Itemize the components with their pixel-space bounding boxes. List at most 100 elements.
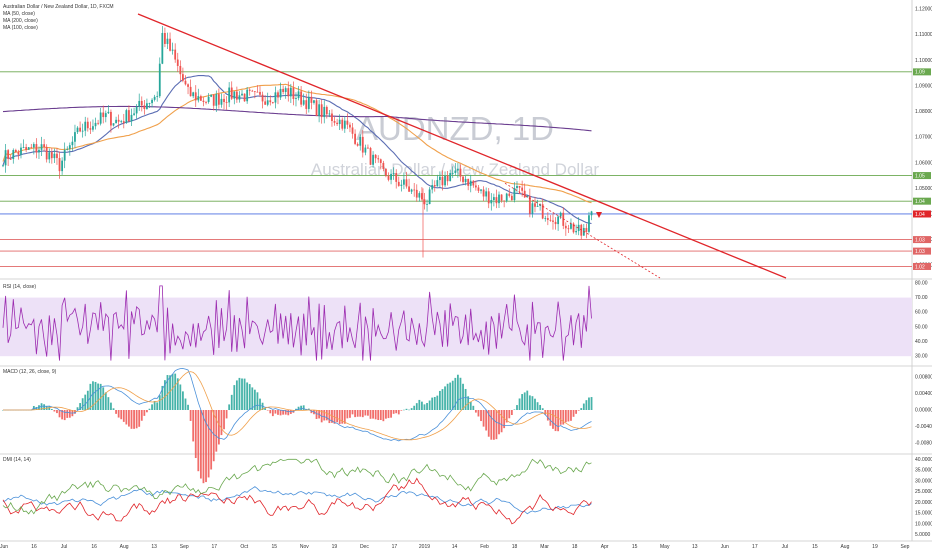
candle-body — [467, 178, 470, 186]
price-axis[interactable]: 1.12000 1.11000 1.10000 1.09000 1.08000 1.070… — [913, 7, 932, 271]
macd-histogram-bar — [81, 398, 84, 410]
candle-body — [459, 168, 462, 177]
macd-histogram-bar — [572, 410, 575, 417]
candle-body — [197, 96, 200, 101]
legend-ma-mid[interactable]: MA (200, close) — [3, 18, 38, 24]
candle-body — [86, 121, 89, 129]
dmi-label[interactable]: DMI (14, 14) — [3, 457, 31, 463]
macd-histogram-bar — [351, 410, 354, 415]
candle-body — [415, 189, 418, 198]
candle-body — [531, 203, 534, 214]
macd-histogram-bar — [361, 410, 364, 418]
candle-body — [17, 152, 20, 155]
candle-body — [289, 87, 292, 97]
macd-histogram-bar — [282, 410, 285, 415]
candle-body — [382, 162, 385, 169]
candle-body — [361, 136, 364, 153]
candle-body — [79, 127, 81, 132]
candle-body — [564, 225, 567, 229]
candle-body — [25, 147, 28, 150]
candle-body — [169, 38, 171, 51]
candle-body — [207, 96, 210, 103]
candle-body — [161, 32, 164, 64]
candle-body — [338, 119, 341, 125]
candle-body — [567, 228, 570, 230]
candle-body — [156, 96, 159, 97]
candle-body — [433, 185, 436, 187]
macd-histogram-bar — [277, 410, 279, 415]
candle-body — [395, 172, 398, 182]
candle-body — [544, 218, 547, 219]
price-badge-label: 1.09 — [915, 70, 925, 76]
macd-histogram-bar — [408, 409, 410, 411]
rsi-band — [0, 297, 912, 357]
macd-histogram-bar — [225, 410, 228, 419]
candle-body — [84, 121, 87, 131]
candle-body — [117, 119, 120, 122]
candle-body — [356, 143, 359, 146]
macd-histogram-bar — [510, 410, 513, 416]
macd-histogram-bar — [199, 410, 202, 479]
macd-histogram-bar — [477, 410, 480, 417]
macd-histogram-bar — [315, 410, 318, 419]
macd-histogram-bar — [74, 410, 76, 414]
macd-histogram-bar — [392, 410, 395, 414]
dmi-tick: 10.0000 — [915, 521, 932, 527]
candle-body — [333, 120, 336, 123]
candle-body — [266, 100, 269, 105]
macd-histogram-bar — [325, 410, 328, 421]
macd-histogram-bar — [364, 410, 367, 416]
candle-body — [215, 94, 218, 106]
candle-body — [233, 91, 236, 99]
macd-histogram-bar — [271, 410, 274, 417]
candle-body — [456, 168, 459, 171]
macd-histogram-bar — [264, 408, 267, 410]
macd-histogram-bar — [295, 408, 297, 410]
macd-histogram-bar — [259, 398, 261, 410]
rsi-line — [2, 285, 592, 361]
rsi-tick: 40.00 — [915, 339, 928, 345]
legend-ma-fast[interactable]: MA (50, close) — [3, 11, 35, 17]
legend-symbol: Australian Dollar / New Zealand Dollar, … — [3, 4, 114, 10]
candle-body — [513, 188, 516, 201]
candle-body — [153, 96, 156, 100]
macd-histogram-bar — [169, 375, 171, 410]
macd-histogram-bar — [441, 389, 444, 410]
macd-histogram-bar — [97, 383, 99, 410]
dmi-tick: 20.0000 — [915, 500, 932, 506]
candle-body — [225, 102, 228, 103]
time-axis[interactable]: Jun 16 Jul 16 Aug 13 Sep 17 Oct 15 Nov 19 Dec 17 2019 1… — [0, 544, 910, 550]
candle-body — [43, 144, 46, 147]
time-tick: 17 — [392, 544, 398, 550]
candle-body — [140, 100, 143, 106]
rsi-label[interactable]: RSI (14, close) — [3, 284, 36, 290]
candle-body — [359, 136, 362, 146]
macd-histogram-bar — [369, 410, 372, 419]
candle-body — [557, 216, 560, 225]
candle-body — [500, 194, 503, 201]
candle-body — [392, 172, 395, 174]
legend-ma-slow[interactable]: MA (100, close) — [3, 25, 38, 31]
candle-body — [403, 179, 405, 185]
macd-histogram-bar — [171, 373, 174, 410]
macd-histogram-bar — [418, 399, 421, 410]
macd-histogram-bar — [482, 410, 485, 427]
time-tick: 16 — [91, 544, 97, 550]
macd-histogram-bar — [498, 410, 500, 435]
candle-body — [297, 91, 300, 99]
candle-body — [405, 179, 408, 187]
macd-label[interactable]: MACD (12, 26, close, 9) — [3, 369, 57, 375]
macd-histogram-bar — [544, 410, 547, 415]
candle-body — [390, 173, 392, 180]
macd-histogram-bar — [505, 410, 508, 423]
dmi-tick: 25.0000 — [915, 489, 932, 495]
time-tick: Jul — [782, 544, 788, 550]
candle-body — [241, 93, 243, 96]
candle-body — [549, 219, 552, 221]
macd-histogram-bar — [346, 410, 349, 419]
macd-histogram-bar — [403, 409, 405, 411]
candle-body — [323, 106, 326, 118]
candle-body — [102, 112, 105, 118]
macd-pane: 0.00800 0.00400 0.00000 -0.00400 -0.00800 — [2, 368, 932, 484]
